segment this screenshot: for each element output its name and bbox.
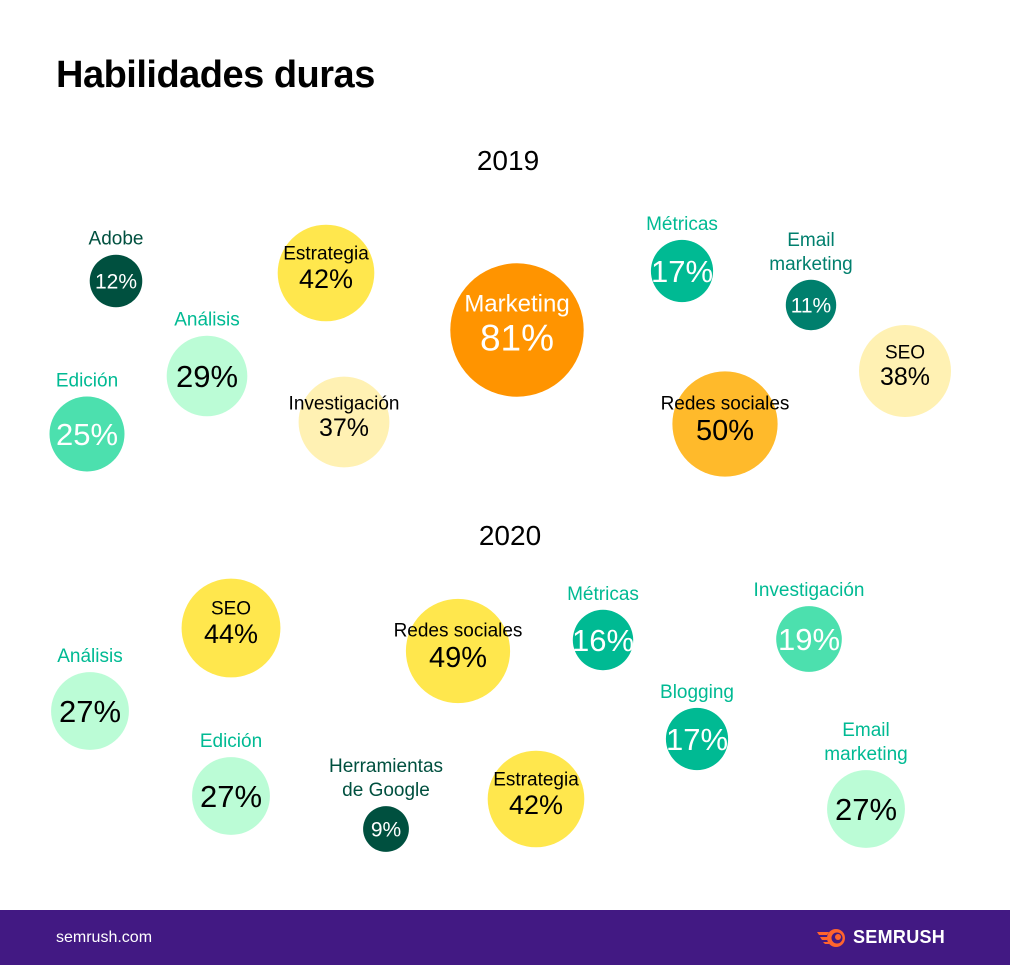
bubble-name-label: Marketing	[464, 291, 569, 318]
bubble-2019-analisis: Análisis 29%	[166, 310, 248, 417]
bubble-2019-email-marketing: Email marketing 11%	[769, 230, 853, 331]
year-heading-2019: 2019	[476, 145, 540, 176]
bubble-value-label: 17%	[666, 722, 728, 757]
bubble-circle	[181, 578, 281, 678]
bubble-circle	[650, 239, 714, 303]
bubble-circle	[51, 672, 129, 750]
page-title: Habilidades duras	[56, 54, 375, 96]
semrush-fireball-icon	[817, 928, 845, 947]
bubble-2020-investigacion: Investigación 19%	[754, 580, 865, 672]
bubble-name-label: Análisis	[57, 646, 122, 667]
bubble-2020-blogging: Blogging 17%	[660, 682, 734, 771]
bubble-2019-adobe: Adobe 12%	[89, 229, 144, 308]
bubble-circle	[827, 770, 905, 848]
bubble-2020-herramientas-de-google: Herramientas de Google 9%	[329, 756, 443, 852]
bubble-name-label: Email	[787, 230, 835, 251]
bubble-value-label: 11%	[791, 295, 831, 318]
bubble-circle	[858, 324, 952, 418]
bubble-circle	[192, 757, 270, 835]
bubble-name-label: Adobe	[89, 229, 144, 250]
brand-name: SEMRUSH	[853, 927, 946, 947]
bubble-name-label: Métricas	[567, 584, 639, 605]
bubble-circle	[572, 609, 634, 671]
bubble-circle	[450, 263, 584, 397]
bubble-circle	[166, 335, 248, 417]
bubble-2020-edicion: Edición 27%	[192, 731, 270, 835]
bubble-name-label: Herramientas	[329, 756, 443, 777]
bubble-value-label: 49%	[429, 642, 487, 674]
bubble-value-label: 50%	[696, 415, 754, 447]
bubble-value-label: 9%	[371, 819, 401, 842]
bubble-value-label: 12%	[95, 271, 137, 294]
bubble-value-label: 38%	[880, 363, 930, 391]
bubble-circle	[405, 598, 511, 704]
bubble-name-label: marketing	[824, 744, 907, 765]
bubble-value-label: 27%	[59, 694, 121, 729]
bubble-chart: Adobe12%Estrategia42%Marketing81%Métrica…	[49, 214, 952, 852]
bubble-name-label: Estrategia	[283, 244, 369, 265]
bubble-name-label: SEO	[211, 599, 251, 620]
footer-bar: semrush.com SEMRUSH	[0, 910, 1010, 965]
bubble-2020-email-marketing: Email marketing 27%	[824, 720, 908, 848]
bubble-name-label: Investigación	[289, 394, 400, 415]
footer-site-link[interactable]: semrush.com	[56, 929, 153, 946]
bubble-2020-analisis: Análisis 27%	[51, 646, 129, 750]
bubble-name-label: Email	[842, 720, 890, 741]
bubble-circle	[363, 806, 409, 852]
bubble-circle	[672, 371, 778, 477]
bubble-2019-metricas: Métricas 17%	[646, 214, 718, 303]
bubble-circle	[298, 376, 390, 468]
bubble-name-label: Redes sociales	[394, 621, 523, 642]
bubble-value-label: 19%	[778, 622, 840, 657]
bubble-circle	[785, 279, 837, 331]
bubble-name-label: marketing	[769, 254, 852, 275]
bubble-circle	[49, 396, 125, 472]
semrush-logo[interactable]: SEMRUSH	[815, 927, 945, 948]
bubble-value-label: 27%	[835, 792, 897, 827]
bubble-name-label: SEO	[885, 343, 925, 364]
bubble-2020-metricas: Métricas 16%	[567, 584, 639, 671]
bubble-value-label: 81%	[480, 317, 554, 358]
bubble-value-label: 42%	[299, 264, 353, 294]
bubble-value-label: 29%	[176, 359, 238, 394]
bubble-name-label: Redes sociales	[661, 394, 790, 415]
bubble-value-label: 17%	[651, 254, 713, 289]
bubble-name-label: Investigación	[754, 580, 865, 601]
bubble-value-label: 42%	[509, 790, 563, 820]
bubble-circle	[277, 224, 375, 322]
bubble-name-label: Métricas	[646, 214, 718, 235]
bubble-name-label: de Google	[342, 780, 430, 801]
bubble-name-label: Blogging	[660, 682, 734, 703]
bubble-circle	[487, 750, 585, 848]
bubble-name-label: Edición	[56, 371, 118, 392]
bubble-circle	[89, 254, 143, 308]
bubble-value-label: 16%	[572, 623, 634, 658]
bubble-value-label: 25%	[56, 417, 118, 452]
year-heading-2020: 2020	[478, 520, 542, 551]
bubble-name-label: Análisis	[174, 310, 239, 331]
bubble-value-label: 27%	[200, 779, 262, 814]
bubble-circle	[776, 606, 842, 672]
bubble-name-label: Estrategia	[493, 770, 579, 791]
bubble-value-label: 44%	[204, 619, 258, 649]
bubble-value-label: 37%	[319, 414, 369, 442]
bubble-name-label: Edición	[200, 731, 262, 752]
bubble-circle	[665, 707, 729, 771]
bubble-2019-edicion: Edición 25%	[49, 371, 125, 472]
